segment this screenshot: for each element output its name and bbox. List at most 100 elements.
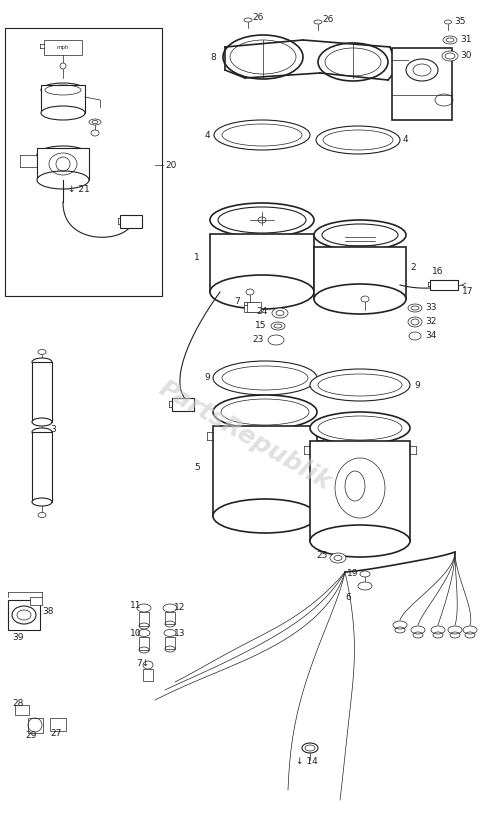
Text: 1: 1 — [194, 254, 200, 263]
Ellipse shape — [12, 606, 36, 624]
Ellipse shape — [91, 130, 99, 136]
Bar — [210, 234, 314, 292]
Ellipse shape — [213, 395, 317, 429]
Text: 2: 2 — [410, 263, 415, 271]
Ellipse shape — [411, 626, 425, 634]
Bar — [247, 302, 261, 312]
Bar — [139, 637, 149, 650]
Text: 39: 39 — [12, 632, 24, 641]
Text: 12: 12 — [174, 603, 186, 612]
Ellipse shape — [137, 604, 151, 612]
Text: 24: 24 — [257, 308, 268, 316]
Ellipse shape — [213, 361, 317, 395]
Bar — [120, 215, 142, 228]
Text: 35: 35 — [454, 17, 466, 27]
Ellipse shape — [310, 412, 410, 444]
Ellipse shape — [38, 513, 46, 518]
Text: 11: 11 — [130, 602, 142, 611]
Text: 33: 33 — [425, 304, 437, 313]
Ellipse shape — [443, 36, 457, 44]
Text: 16: 16 — [432, 268, 443, 276]
Text: 8: 8 — [210, 52, 216, 62]
Text: 25: 25 — [317, 552, 328, 561]
Text: 7↓: 7↓ — [136, 658, 149, 667]
Text: 30: 30 — [460, 52, 471, 61]
Ellipse shape — [361, 296, 369, 302]
Bar — [8, 600, 40, 630]
Ellipse shape — [213, 499, 317, 533]
Ellipse shape — [32, 498, 52, 506]
Text: 20: 20 — [165, 161, 176, 170]
Text: 6: 6 — [345, 593, 351, 602]
Text: 34: 34 — [425, 331, 436, 340]
Text: 15: 15 — [254, 321, 266, 330]
Ellipse shape — [143, 661, 153, 669]
Ellipse shape — [214, 120, 310, 150]
Text: 19: 19 — [347, 568, 358, 577]
Bar — [44, 40, 82, 55]
Ellipse shape — [358, 582, 372, 590]
Text: ↓ 21: ↓ 21 — [68, 186, 90, 195]
Ellipse shape — [41, 83, 85, 97]
Ellipse shape — [38, 349, 46, 354]
Text: 13: 13 — [174, 628, 186, 637]
Text: 4: 4 — [403, 136, 409, 145]
Ellipse shape — [393, 621, 407, 629]
Bar — [28, 718, 43, 733]
Ellipse shape — [32, 418, 52, 426]
Ellipse shape — [223, 35, 303, 79]
Text: 38: 38 — [42, 607, 54, 617]
Ellipse shape — [32, 428, 52, 436]
Bar — [244, 302, 257, 312]
Ellipse shape — [314, 220, 406, 250]
Bar — [172, 398, 194, 411]
Bar — [139, 612, 149, 626]
Text: 4: 4 — [204, 131, 210, 140]
Text: 26: 26 — [252, 13, 263, 22]
Bar — [32, 362, 52, 422]
Text: 27: 27 — [50, 729, 61, 737]
Text: ↓ 14: ↓ 14 — [296, 757, 318, 766]
Bar — [165, 612, 175, 624]
Bar — [30, 597, 42, 605]
Bar — [41, 85, 85, 113]
Text: 32: 32 — [425, 318, 436, 326]
Text: 31: 31 — [460, 36, 471, 44]
Text: 29: 29 — [25, 731, 36, 740]
Ellipse shape — [463, 626, 477, 634]
Ellipse shape — [246, 289, 254, 295]
Text: 9: 9 — [204, 373, 210, 382]
Ellipse shape — [409, 332, 421, 340]
Bar — [5, 28, 162, 296]
Ellipse shape — [163, 604, 177, 612]
Bar — [165, 637, 175, 649]
Ellipse shape — [164, 630, 176, 636]
Ellipse shape — [41, 106, 85, 120]
Ellipse shape — [316, 126, 400, 154]
Ellipse shape — [272, 308, 288, 318]
Ellipse shape — [271, 322, 285, 330]
Ellipse shape — [32, 358, 52, 366]
Text: 26: 26 — [322, 16, 334, 24]
Ellipse shape — [60, 63, 66, 69]
Ellipse shape — [302, 743, 318, 753]
Ellipse shape — [244, 18, 252, 22]
Text: 28: 28 — [12, 699, 23, 707]
Text: 5: 5 — [194, 463, 200, 472]
Text: 23: 23 — [253, 335, 264, 344]
Ellipse shape — [318, 43, 388, 81]
Ellipse shape — [210, 275, 314, 309]
Text: 9: 9 — [414, 380, 420, 389]
Ellipse shape — [314, 20, 322, 24]
Bar — [314, 247, 406, 299]
Bar — [15, 705, 29, 715]
Ellipse shape — [310, 369, 410, 401]
Bar — [213, 426, 317, 516]
Bar — [50, 718, 66, 731]
Text: 17: 17 — [462, 288, 473, 296]
Ellipse shape — [448, 626, 462, 634]
Ellipse shape — [408, 317, 422, 327]
Bar — [392, 48, 452, 120]
Text: 7: 7 — [234, 298, 240, 306]
Text: 10: 10 — [130, 628, 142, 637]
